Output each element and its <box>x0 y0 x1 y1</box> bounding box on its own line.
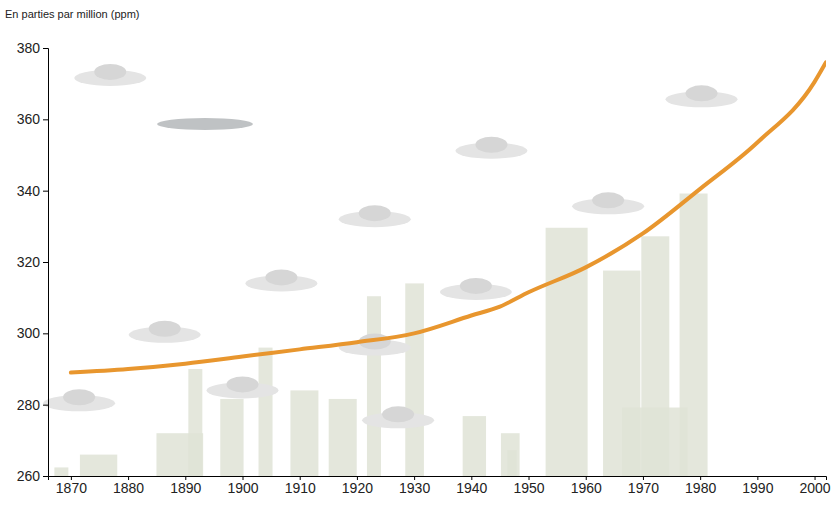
building <box>80 455 117 476</box>
chart: 1870 1880 1890 1900 1910 1920 1930 1940 1950 1960… <box>0 0 835 513</box>
x-tick: 1880 <box>113 476 144 496</box>
airplane <box>157 118 253 130</box>
x-tick: 1890 <box>170 476 201 496</box>
building <box>329 399 357 476</box>
x-tick: 1900 <box>227 476 258 496</box>
x-tick-label: 1880 <box>113 480 144 496</box>
y-tick-label: 260 <box>17 468 41 484</box>
y-axis: 260 280 300 320 340 360 380 <box>17 40 49 484</box>
x-tick: 1920 <box>342 476 373 496</box>
x-tick: 1990 <box>742 476 773 496</box>
y-tick-mark <box>43 48 48 49</box>
x-tick: 1910 <box>285 476 316 496</box>
y-tick-mark <box>43 191 48 192</box>
x-tick-label: 1900 <box>227 480 258 496</box>
cloud <box>475 137 507 153</box>
building <box>507 450 516 476</box>
y-tick-mark <box>43 476 48 477</box>
y-tick-label: 320 <box>17 254 41 270</box>
y-tick: 260 <box>17 468 48 484</box>
x-axis: 1870 1880 1890 1900 1910 1920 1930 1940 1950 1960… <box>49 476 831 496</box>
x-tick: 1930 <box>399 476 430 496</box>
building <box>290 390 318 476</box>
building <box>546 228 588 476</box>
building <box>220 399 243 476</box>
y-tick-label: 280 <box>17 397 41 413</box>
x-tick-label: 2000 <box>799 480 830 496</box>
cloud <box>265 269 297 285</box>
plot-area <box>71 62 826 372</box>
x-tick-label: 1870 <box>56 480 87 496</box>
y-tick-mark <box>43 405 48 406</box>
y-tick: 340 <box>17 183 48 199</box>
building <box>259 348 273 476</box>
y-tick-mark <box>43 333 48 334</box>
building <box>54 467 68 476</box>
x-tick-label: 1890 <box>170 480 201 496</box>
cloud <box>686 85 718 101</box>
x-tick: 2000 <box>799 476 830 496</box>
y-tick-label: 380 <box>17 40 41 56</box>
y-tick-label: 360 <box>17 111 41 127</box>
x-tick-label: 1930 <box>399 480 430 496</box>
y-tick-mark <box>43 119 48 120</box>
x-tick: 1940 <box>456 476 487 496</box>
cloud <box>227 376 259 392</box>
building <box>405 283 424 476</box>
cloud <box>94 64 126 80</box>
cloud <box>592 192 624 208</box>
building <box>463 416 486 476</box>
x-tick-label: 1910 <box>285 480 316 496</box>
x-tick-label: 1990 <box>742 480 773 496</box>
co2-line <box>71 62 826 372</box>
y-tick: 320 <box>17 254 48 270</box>
building <box>501 433 520 476</box>
x-tick: 1950 <box>513 476 544 496</box>
x-tick-label: 1920 <box>342 480 373 496</box>
y-tick: 360 <box>17 111 48 127</box>
y-tick: 280 <box>17 397 48 413</box>
x-tick-label: 1970 <box>628 480 659 496</box>
cloud <box>460 278 492 294</box>
y-tick: 300 <box>17 325 48 341</box>
x-tick-label: 1960 <box>571 480 602 496</box>
x-tick: 1970 <box>628 476 659 496</box>
x-tick-label: 1940 <box>456 480 487 496</box>
cloud <box>382 406 414 422</box>
y-tick-label: 340 <box>17 183 41 199</box>
x-tick: 1960 <box>571 476 602 496</box>
x-tick: 1870 <box>56 476 87 496</box>
y-tick: 380 <box>17 40 48 56</box>
building <box>367 296 381 476</box>
decoration <box>43 64 737 476</box>
y-tick-mark <box>43 262 48 263</box>
cloud <box>63 389 95 405</box>
building <box>622 408 687 476</box>
x-tick-label: 1950 <box>513 480 544 496</box>
building <box>188 369 202 476</box>
y-axis-title: En parties par million (ppm) <box>5 8 140 20</box>
y-axis-line <box>43 49 49 477</box>
y-tick-label: 300 <box>17 325 41 341</box>
x-tick-label: 1980 <box>685 480 716 496</box>
cloud <box>149 321 181 337</box>
x-tick: 1980 <box>685 476 716 496</box>
cloud <box>359 205 391 221</box>
